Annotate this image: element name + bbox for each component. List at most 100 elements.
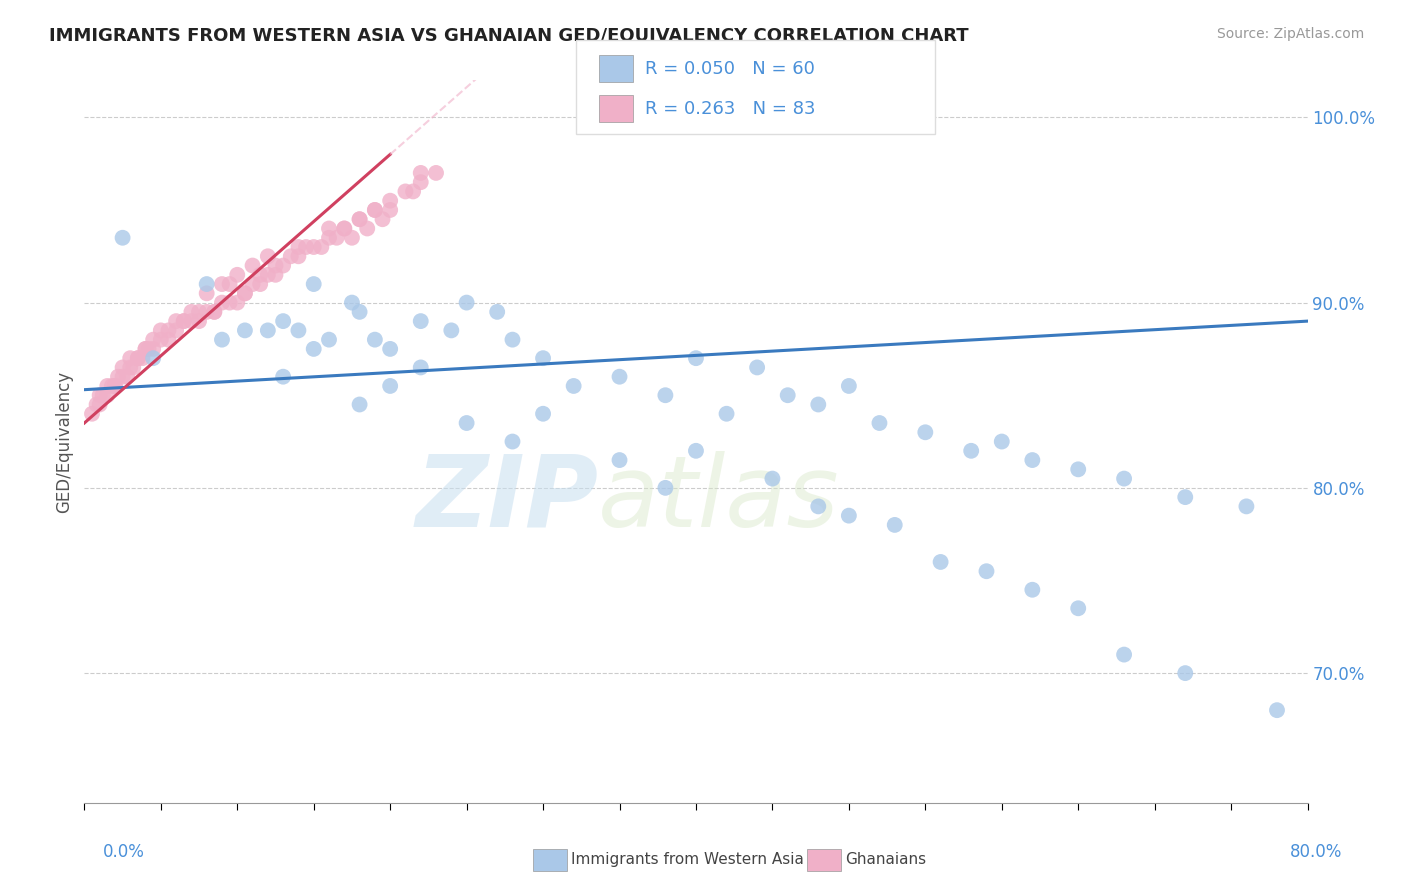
Point — [340, 295, 363, 310]
Point — [91, 388, 114, 402]
Point — [271, 314, 294, 328]
Point — [127, 351, 149, 366]
Point — [380, 342, 402, 356]
Point — [349, 305, 371, 319]
Point — [364, 202, 387, 217]
Point — [280, 249, 302, 263]
Text: 80.0%: 80.0% — [1291, 843, 1343, 861]
Point — [86, 397, 108, 411]
Point — [1236, 500, 1258, 514]
Point — [96, 379, 118, 393]
Point — [502, 333, 524, 347]
Point — [1021, 453, 1043, 467]
Point — [654, 481, 676, 495]
Text: R = 0.050   N = 60: R = 0.050 N = 60 — [645, 60, 815, 78]
Point — [271, 259, 294, 273]
Point — [173, 314, 195, 328]
Point — [869, 416, 891, 430]
Point — [325, 231, 347, 245]
Point — [761, 472, 783, 486]
Point — [302, 277, 325, 291]
Point — [380, 202, 402, 217]
Point — [1114, 648, 1136, 662]
Point — [173, 314, 195, 328]
Point — [302, 240, 325, 254]
Point — [318, 221, 340, 235]
Point — [486, 305, 509, 319]
Text: Source: ZipAtlas.com: Source: ZipAtlas.com — [1216, 27, 1364, 41]
Point — [380, 379, 402, 393]
Text: 0.0%: 0.0% — [103, 843, 145, 861]
Point — [127, 351, 149, 366]
Point — [249, 268, 271, 282]
Point — [295, 240, 318, 254]
Point — [165, 314, 187, 328]
Point — [1265, 703, 1288, 717]
Point — [654, 388, 676, 402]
Point — [838, 508, 860, 523]
Point — [409, 175, 432, 189]
Point — [349, 212, 371, 227]
Point — [562, 379, 585, 393]
Point — [211, 295, 233, 310]
Point — [89, 397, 111, 411]
Text: Immigrants from Western Asia: Immigrants from Western Asia — [571, 853, 804, 867]
Point — [188, 314, 211, 328]
Point — [883, 517, 905, 532]
Point — [202, 305, 225, 319]
Point — [531, 407, 554, 421]
Point — [929, 555, 952, 569]
Point — [976, 564, 998, 578]
Point — [149, 323, 172, 337]
Point — [807, 397, 830, 411]
Point — [211, 333, 233, 347]
Point — [120, 360, 142, 375]
Point — [115, 369, 138, 384]
Point — [287, 323, 309, 337]
Point — [838, 379, 860, 393]
Point — [1114, 472, 1136, 486]
Point — [380, 194, 402, 208]
Point — [165, 323, 187, 337]
Point — [287, 240, 309, 254]
Point — [80, 407, 103, 421]
Point — [333, 221, 356, 235]
Text: R = 0.263   N = 83: R = 0.263 N = 83 — [645, 100, 815, 118]
Point — [180, 305, 202, 319]
Point — [531, 351, 554, 366]
Point — [271, 369, 294, 384]
Point — [218, 277, 240, 291]
Point — [111, 231, 134, 245]
Point — [188, 305, 211, 319]
Point — [226, 268, 249, 282]
Point — [149, 333, 172, 347]
Point — [807, 500, 830, 514]
Point — [311, 240, 333, 254]
Point — [685, 443, 707, 458]
Point — [356, 221, 378, 235]
Point — [456, 416, 478, 430]
Point — [195, 286, 218, 301]
Point — [195, 305, 218, 319]
Point — [101, 379, 124, 393]
Point — [264, 268, 287, 282]
Point — [120, 351, 142, 366]
Point — [218, 295, 240, 310]
Point — [440, 323, 463, 337]
Point — [1067, 462, 1090, 476]
Point — [233, 286, 256, 301]
Point — [96, 388, 118, 402]
Point — [776, 388, 799, 402]
Text: IMMIGRANTS FROM WESTERN ASIA VS GHANAIAN GED/EQUIVALENCY CORRELATION CHART: IMMIGRANTS FROM WESTERN ASIA VS GHANAIAN… — [49, 27, 969, 45]
Point — [233, 323, 256, 337]
Text: atlas: atlas — [598, 450, 839, 548]
Point — [257, 268, 280, 282]
Point — [502, 434, 524, 449]
Point — [157, 323, 180, 337]
Point — [107, 369, 129, 384]
Point — [333, 221, 356, 235]
Point — [104, 379, 127, 393]
Point — [340, 231, 363, 245]
Point — [409, 360, 432, 375]
Point — [1021, 582, 1043, 597]
